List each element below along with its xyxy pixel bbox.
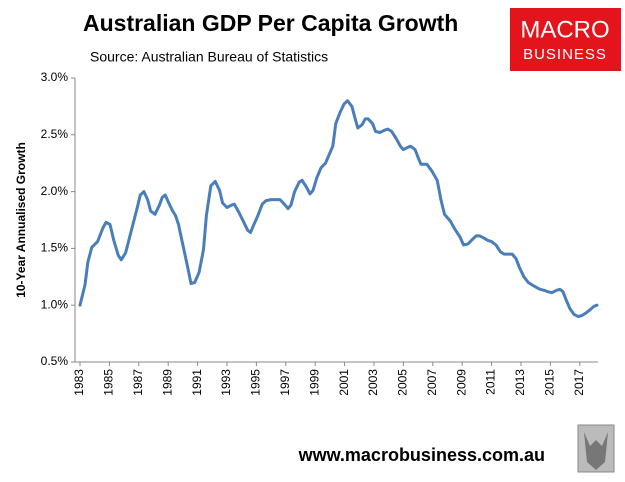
- y-tick-label: 1.5%: [41, 241, 69, 255]
- y-tick-label: 2.0%: [41, 184, 69, 198]
- chart-title: Australian GDP Per Capita Growth: [83, 10, 458, 36]
- x-tick-label: 2011: [484, 369, 498, 395]
- x-tick-label: 1991: [190, 369, 204, 396]
- x-tick-label: 2017: [572, 369, 586, 396]
- x-tick-label: 2015: [543, 369, 557, 396]
- y-tick-label: 2.5%: [41, 127, 69, 141]
- x-tick-label: 1983: [72, 369, 86, 396]
- x-tick-label: 1997: [278, 369, 292, 396]
- x-tick-label: 1987: [131, 369, 145, 396]
- x-tick-label: 2001: [337, 369, 351, 396]
- logo-box: [510, 8, 621, 71]
- chart-subtitle: Source: Australian Bureau of Statistics: [90, 49, 328, 65]
- x-tick-label: 2005: [396, 369, 410, 396]
- y-tick-label: 1.0%: [41, 297, 69, 311]
- x-tick-label: 1993: [219, 369, 233, 396]
- x-tick-label: 1985: [102, 369, 116, 396]
- x-tick-label: 2007: [425, 369, 439, 396]
- x-tick-label: 2003: [366, 369, 380, 396]
- y-tick-label: 0.5%: [41, 354, 69, 368]
- x-tick-label: 2013: [513, 369, 527, 396]
- logo-bottom: BUSINESS: [523, 46, 607, 63]
- data-line: [78, 99, 599, 319]
- x-tick-label: 2009: [454, 369, 468, 396]
- footer-url: www.macrobusiness.com.au: [298, 445, 545, 465]
- wolf-face: [584, 432, 608, 470]
- x-tick-label: 1989: [160, 369, 174, 396]
- x-tick-label: 1995: [249, 369, 263, 396]
- x-tick-label: 1999: [307, 369, 321, 396]
- y-axis-label: 10-Year Annualised Growth: [14, 142, 28, 298]
- y-tick-label: 3.0%: [41, 70, 69, 84]
- logo-top: MACRO: [520, 16, 609, 43]
